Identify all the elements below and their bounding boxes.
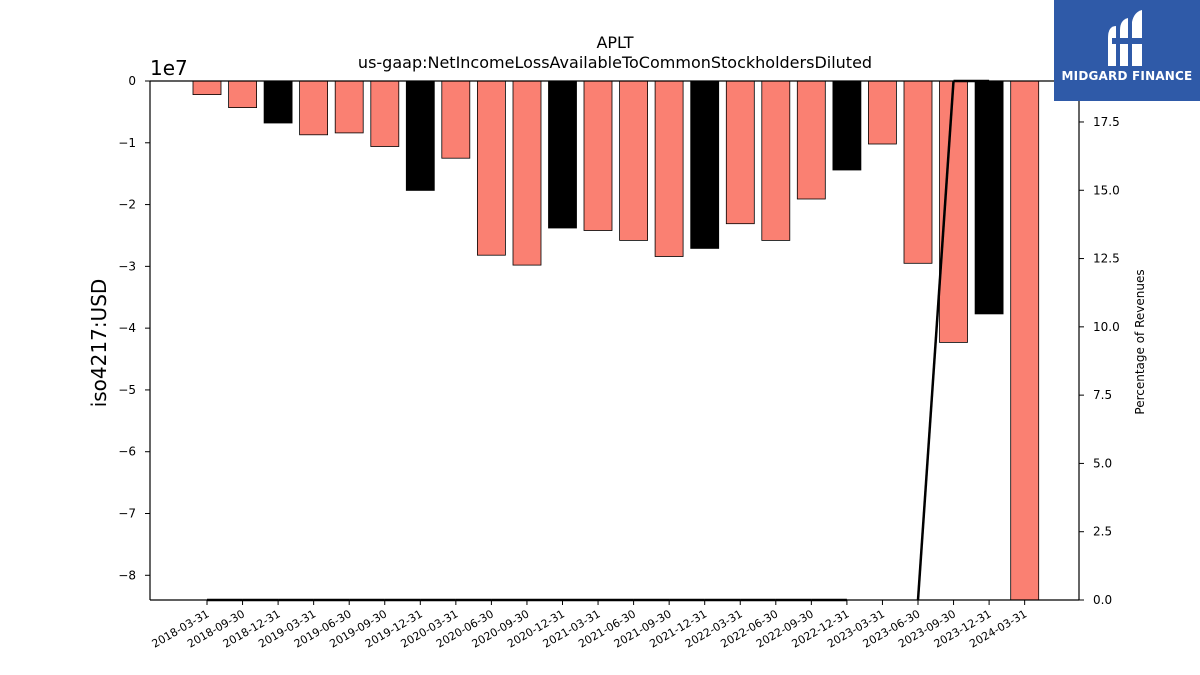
bar-2022-03-31: [725, 80, 755, 225]
y2-tick-label: 15.0: [1093, 183, 1120, 197]
y2-tick-label: 7.5: [1093, 388, 1112, 402]
bar-2018-12-31: [263, 80, 293, 124]
bar-2020-09-30: [512, 80, 542, 266]
bar-2020-12-31: [548, 80, 577, 229]
logo-mark-icon: [1108, 10, 1142, 66]
bar-2019-03-31: [299, 80, 329, 136]
bars-layer: [192, 80, 1040, 601]
bar-2022-12-31: [832, 80, 862, 171]
y-tick-label: 0: [128, 74, 136, 88]
y-scale-label: 1e7: [150, 56, 188, 80]
y2-ticks: 0.0 2.5 5.0 7.5 10.0 12.5 15.0 17.5: [1079, 115, 1120, 607]
bar-2020-06-30: [476, 80, 506, 256]
bar-2024-03-31: [1010, 80, 1040, 601]
y-tick-label: −3: [118, 259, 136, 273]
y-tick-label: −6: [118, 445, 136, 459]
bar-2021-03-31: [583, 80, 613, 231]
y-tick-label: −7: [118, 507, 136, 521]
bar-2023-06-30: [903, 80, 933, 264]
pct-line-segment: [916, 80, 955, 601]
bar-2019-06-30: [334, 80, 364, 134]
bar-2023-03-31: [868, 80, 897, 145]
bar-2021-09-30: [654, 80, 684, 257]
x-ticks: 2018-03-312018-09-302018-12-312019-03-31…: [150, 600, 1029, 651]
y2-tick-label: 12.5: [1093, 252, 1120, 266]
chart-subtitle: us-gaap:NetIncomeLossAvailableToCommonSt…: [358, 53, 872, 72]
y-tick-label: −8: [118, 568, 136, 582]
y2-tick-label: 17.5: [1093, 115, 1120, 129]
y2-axis-label: Percentage of Revenues: [1133, 269, 1147, 414]
y2-tick-label: 0.0: [1093, 593, 1112, 607]
y-tick-label: −4: [118, 321, 136, 335]
y2-tick-label: 10.0: [1093, 320, 1120, 334]
y-tick-label: −5: [118, 383, 136, 397]
y-tick-label: −1: [118, 136, 136, 150]
bar-2020-03-31: [441, 80, 471, 159]
bar-2018-09-30: [228, 80, 258, 109]
bar-2019-09-30: [370, 80, 400, 147]
y2-tick-label: 2.5: [1093, 525, 1112, 539]
bar-2023-12-31: [974, 80, 1004, 315]
bar-2022-09-30: [796, 80, 826, 200]
y-tick-label: −2: [118, 198, 136, 212]
logo-text: MIDGARD FINANCE: [1061, 69, 1193, 83]
bar-2021-12-31: [690, 80, 720, 249]
y-ticks: 0 −1 −2 −3 −4 −5 −6 −7 −8: [118, 74, 150, 582]
bar-2019-12-31: [405, 80, 435, 191]
bar-2021-06-30: [619, 80, 648, 241]
bar-2018-03-31: [192, 80, 222, 96]
chart-title: APLT: [596, 33, 633, 52]
bar-2022-06-30: [761, 80, 791, 241]
y-axis-label: iso4217:USD: [87, 279, 111, 408]
company-logo: MIDGARD FINANCE: [1054, 0, 1200, 101]
y2-tick-label: 5.0: [1093, 456, 1112, 470]
